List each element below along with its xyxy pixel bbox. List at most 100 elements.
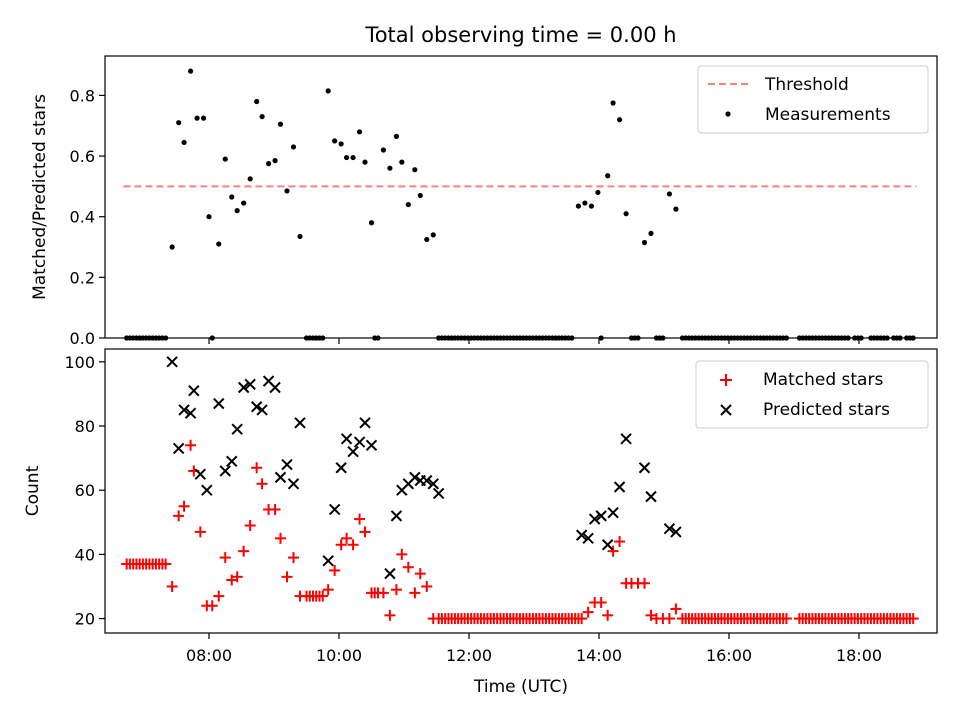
- predicted-star-stroke: [595, 510, 607, 522]
- matched-star-point: [639, 577, 650, 589]
- matched-star-point: [194, 526, 206, 538]
- predicted-star-stroke: [575, 529, 588, 541]
- bottom-legend: Matched stars Predicted stars: [695, 360, 929, 429]
- measurement-point: [338, 141, 344, 147]
- measurement-point: [405, 201, 411, 208]
- bottom-y-tick-label: 20: [75, 610, 95, 629]
- measurement-point: [399, 159, 405, 165]
- predicted-star-point: [219, 465, 231, 477]
- matched-star-point: [614, 536, 626, 548]
- measurement-point: [241, 200, 247, 206]
- measurement-point: [641, 239, 648, 246]
- predicted-star-stroke: [178, 404, 190, 416]
- predicted-star-stroke: [166, 356, 178, 368]
- measurement-point: [588, 203, 595, 209]
- matched-star-point: [607, 545, 619, 557]
- predicted-star-point: [638, 462, 651, 474]
- predicted-star-stroke: [328, 503, 341, 516]
- predicted-star-point: [244, 378, 256, 391]
- top-legend: Threshold Measurements: [697, 65, 929, 134]
- predicted-star-stroke: [620, 433, 632, 445]
- measurement-point: [325, 88, 331, 94]
- predicted-star-point: [353, 436, 366, 448]
- predicted-star-stroke: [427, 478, 439, 490]
- top-legend-box: [697, 65, 929, 134]
- matched-star-point: [670, 603, 682, 615]
- measurement-point: [229, 194, 235, 200]
- measurement-point: [666, 191, 673, 197]
- measurement-point: [290, 144, 297, 150]
- predicted-star-stroke: [607, 506, 619, 519]
- legend-measurements-swatch: [725, 111, 731, 117]
- predicted-star-stroke: [262, 375, 275, 387]
- predicted-star-stroke: [188, 385, 200, 397]
- measurement-point: [169, 244, 175, 250]
- legend-matched-swatch: [720, 374, 732, 386]
- predicted-star-stroke: [237, 381, 250, 394]
- predicted-star-stroke: [269, 381, 281, 394]
- matched-star-point: [160, 558, 172, 570]
- predicted-star-stroke: [194, 468, 207, 480]
- predicted-star-stroke: [390, 510, 403, 522]
- top-axes-frame: [104, 55, 938, 339]
- measurement-point: [412, 167, 418, 173]
- predicted-star-stroke: [340, 433, 353, 445]
- predicted-star-point: [427, 478, 439, 490]
- predicted-star-point: [359, 417, 371, 429]
- matched-star-point: [206, 600, 218, 612]
- matched-star-point: [359, 526, 371, 538]
- matched-star-point: [329, 564, 341, 576]
- matched-star-point: [213, 590, 225, 602]
- measurement-point: [595, 189, 601, 196]
- measurement-point: [200, 115, 207, 121]
- matched-star-point: [185, 439, 197, 451]
- predicted-star-stroke: [231, 423, 243, 435]
- predicted-star-stroke: [421, 474, 433, 487]
- predicted-star-point: [213, 397, 225, 410]
- predicted-star-stroke: [359, 417, 371, 429]
- measurement-point: [623, 211, 629, 217]
- legend-predicted-label: Predicted stars: [763, 400, 890, 420]
- measurement-point: [368, 220, 375, 226]
- predicted-star-point: [335, 462, 347, 474]
- predicted-star-point: [384, 567, 396, 580]
- predicted-star-point: [365, 439, 378, 451]
- predicted-star-point: [601, 539, 614, 551]
- predicted-star-stroke: [384, 567, 396, 580]
- predicted-star-stroke: [582, 532, 594, 545]
- matched-star-point: [244, 519, 256, 531]
- matched-star-point: [347, 539, 359, 551]
- predicted-star-stroke: [670, 526, 682, 538]
- bottom-x-tick-label: 14:00: [576, 646, 622, 665]
- measurement-point: [206, 214, 212, 220]
- predicted-star-point: [178, 404, 190, 416]
- predicted-star-stroke: [294, 417, 306, 429]
- measurement-point: [387, 165, 393, 171]
- matched-star-point: [166, 580, 178, 592]
- predicted-star-point: [281, 458, 293, 471]
- predicted-star-point: [322, 555, 334, 567]
- predicted-star-stroke: [322, 555, 334, 567]
- predicted-star-point: [340, 433, 353, 445]
- matched-star-point: [238, 545, 250, 557]
- bottom-y-tick-label: 80: [75, 417, 95, 436]
- predicted-star-point: [670, 526, 682, 538]
- measurement-point: [430, 232, 436, 238]
- matched-star-point: [322, 584, 334, 596]
- matched-star-point: [269, 503, 281, 515]
- predicted-star-point: [166, 356, 178, 368]
- bottom-y-tick-label: 40: [75, 545, 95, 564]
- predicted-star-stroke: [638, 462, 651, 474]
- matched-star-point: [780, 613, 792, 625]
- predicted-star-point: [390, 510, 403, 522]
- predicted-star-point: [595, 510, 607, 522]
- predicted-star-point: [575, 529, 588, 541]
- matched-star-point: [231, 571, 243, 583]
- predicted-stars-points: [166, 356, 682, 580]
- predicted-star-stroke: [601, 539, 614, 551]
- predicted-star-stroke: [645, 490, 657, 503]
- measurement-point: [297, 233, 303, 240]
- predicted-star-point: [194, 468, 207, 480]
- predicted-star-stroke: [226, 455, 238, 468]
